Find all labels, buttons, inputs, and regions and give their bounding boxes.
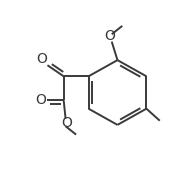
Text: O: O: [36, 52, 47, 66]
Text: O: O: [61, 117, 72, 130]
Text: O: O: [35, 93, 46, 107]
Text: O: O: [104, 29, 115, 43]
